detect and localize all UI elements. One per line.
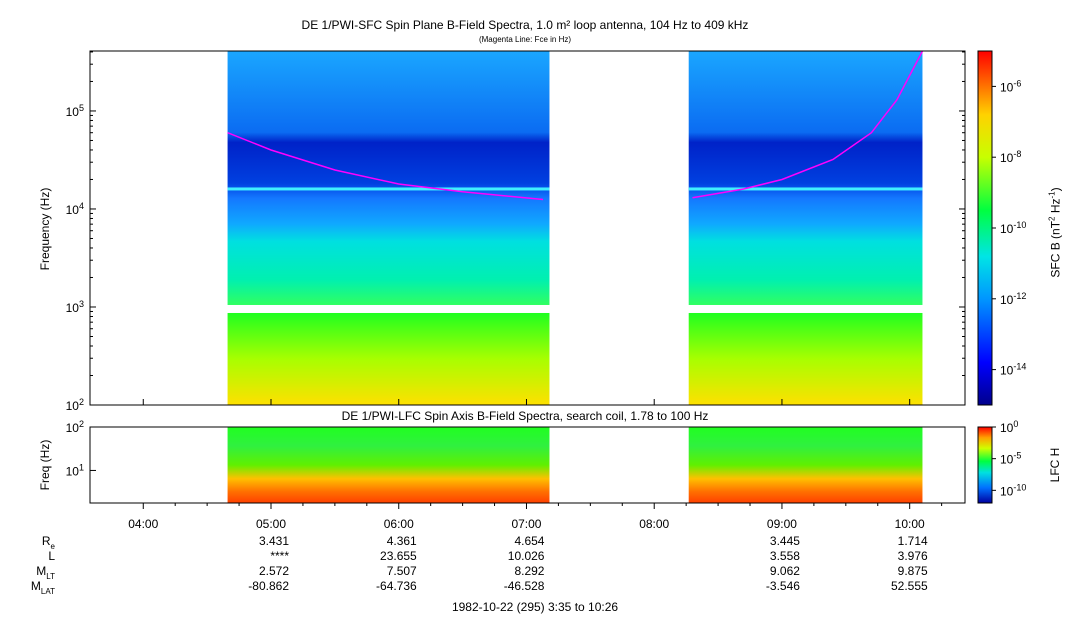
ephemeris-value: 2.572 [259, 564, 289, 578]
bottom-plot-frame [89, 426, 966, 504]
bottom-y-tick-label: 102 [66, 419, 84, 435]
sfc-colorbar-tick-label: 10-14 [1000, 362, 1026, 378]
ephemeris-value: 1.714 [898, 534, 928, 548]
ephemeris-value: 3.558 [770, 549, 800, 563]
time-tick-label: 08:00 [639, 517, 669, 531]
time-tick-label: 10:00 [895, 517, 925, 531]
time-tick-label: 04:00 [128, 517, 158, 531]
time-tick-label: 09:00 [767, 517, 797, 531]
lfc-colorbar-label: LFC H [1048, 447, 1062, 483]
ephemeris-value: -80.862 [248, 579, 289, 593]
bottom-chart-title: DE 1/PWI-LFC Spin Axis B-Field Spectra, … [341, 409, 709, 423]
sfc-colorbar-tick-label: 10-6 [1000, 78, 1021, 94]
ephemeris-value: 8.292 [514, 564, 544, 578]
lfc-colorbar-tick-label: 100 [1000, 419, 1018, 435]
top-y-axis-label: Frequency (Hz) [38, 187, 52, 271]
lfc-spectrogram [227, 427, 923, 503]
sfc-colorbar-tick-label: 10-8 [1000, 149, 1021, 165]
ephemeris-value: 9.062 [770, 564, 800, 578]
sfc-colorbar-tick-label: 10-10 [1000, 220, 1026, 236]
sfc-colorbar-tick-label: 10-12 [1000, 291, 1026, 307]
time-range-caption: 1982-10-22 (295) 3:35 to 10:26 [451, 600, 619, 614]
sfc-cyan-line-0 [227, 187, 550, 191]
top-chart-subtitle: (Magenta Line: Fce in Hz) [478, 35, 572, 44]
sfc-high-band-0 [227, 51, 550, 305]
sfc-low-band-0 [227, 312, 550, 405]
time-tick-label: 05:00 [256, 517, 286, 531]
ephemeris-value: 23.655 [380, 549, 417, 563]
time-tick-label: 07:00 [511, 517, 541, 531]
top-y-tick-label: 103 [66, 299, 84, 315]
ephemeris-value: 4.654 [514, 534, 544, 548]
bottom-y-axis-label: Freq (Hz) [38, 439, 52, 491]
ephemeris-value: 7.507 [387, 564, 417, 578]
ephemeris-value: 3.431 [259, 534, 289, 548]
top-y-tick-label: 105 [66, 103, 84, 119]
time-tick-label: 06:00 [384, 517, 414, 531]
lfc-band-0 [227, 427, 550, 503]
fce-segment-1 [692, 50, 924, 199]
sfc-colorbar-label: SFC B (nT2 Hz-1) [1047, 187, 1063, 278]
ephemeris-label: MLT [36, 564, 55, 581]
lfc-band-1 [688, 427, 923, 503]
fce-line [227, 50, 924, 201]
ephemeris-label: L [48, 549, 55, 563]
ephemeris-value: -3.546 [766, 579, 800, 593]
top-y-tick-label: 102 [66, 397, 84, 413]
ephemeris-value: **** [270, 549, 289, 563]
ephemeris-value: 10.026 [508, 549, 545, 563]
sfc-high-band-1 [688, 51, 923, 305]
lfc-colorbar-tick-label: 10-10 [1000, 482, 1026, 498]
ephemeris-label: Re [42, 534, 56, 551]
ephemeris-value: -46.528 [504, 579, 545, 593]
sfc-low-band-1 [688, 312, 923, 405]
bottom-y-tick-label: 101 [66, 462, 84, 478]
axes: 102 103 104 105 101 102 10-14 10-12 10-10 10-8 10-… [31, 51, 1026, 596]
ephemeris-value: 52.555 [891, 579, 928, 593]
ephemeris-value: 4.361 [387, 534, 417, 548]
lfc-colorbar-tick-label: 10-5 [1000, 451, 1021, 467]
ephemeris-value: -64.736 [376, 579, 417, 593]
top-plot-frame [89, 50, 966, 406]
top-y-tick-label: 104 [66, 201, 84, 217]
sfc-colorbar [977, 50, 993, 406]
top-chart-title: DE 1/PWI-SFC Spin Plane B-Field Spectra,… [301, 18, 749, 32]
sfc-spectrogram [227, 51, 923, 405]
ephemeris-value: 3.976 [898, 549, 928, 563]
ephemeris-label: MLAT [31, 579, 55, 596]
lfc-colorbar [977, 426, 993, 504]
sfc-cyan-line-1 [688, 187, 923, 191]
ephemeris-value: 3.445 [770, 534, 800, 548]
fce-segment-0 [227, 132, 544, 201]
ephemeris-value: 9.875 [898, 564, 928, 578]
